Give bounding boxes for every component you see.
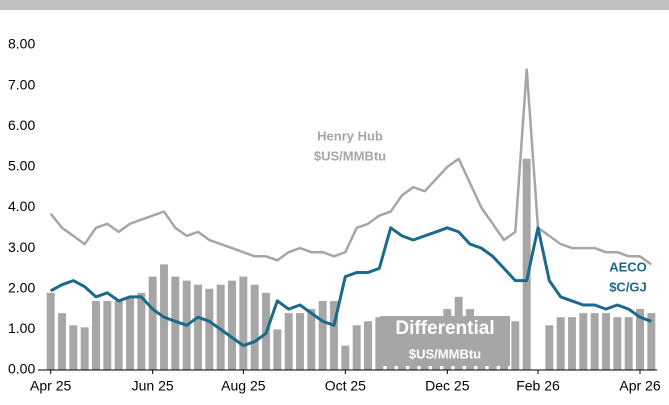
y-tick-label: 8.00	[8, 36, 35, 52]
bar	[171, 276, 180, 370]
bar	[624, 317, 633, 370]
x-tick-label: Feb 26	[516, 378, 560, 394]
bar	[636, 309, 644, 370]
bar	[137, 292, 146, 370]
bar	[545, 325, 554, 370]
annotation: $US/MMBtu	[409, 346, 481, 361]
bar	[364, 321, 372, 370]
annotation: $US/MMBtu	[314, 148, 386, 163]
bar	[556, 317, 565, 370]
line	[49, 68, 653, 266]
annotation: AECO	[609, 259, 647, 274]
bar	[80, 327, 89, 370]
bar	[341, 345, 350, 370]
x-tick-label: Jun 25	[132, 378, 174, 394]
x-tick-label: Apr 25	[30, 378, 71, 394]
bar	[352, 325, 361, 370]
top-band	[0, 0, 669, 10]
y-tick-label: 1.00	[8, 320, 35, 336]
bar	[58, 313, 66, 370]
bar	[228, 280, 236, 370]
bar	[92, 300, 100, 370]
bar	[114, 300, 123, 370]
annotation-bg	[380, 316, 510, 366]
line	[49, 226, 652, 348]
bar	[284, 313, 293, 370]
bar	[194, 284, 202, 370]
bar	[579, 313, 588, 370]
x-tick-label: Oct 25	[325, 378, 366, 394]
x-tick-label: Apr 26	[619, 378, 660, 394]
bar	[568, 317, 576, 370]
y-tick-label: 6.00	[8, 117, 35, 133]
y-tick-label: 5.00	[8, 158, 35, 174]
bar	[375, 317, 384, 370]
annotation: $C/GJ	[609, 279, 647, 294]
bar	[511, 321, 520, 370]
bar	[613, 317, 622, 370]
y-tick-label: 4.00	[8, 198, 35, 214]
bar	[296, 313, 304, 370]
y-tick-label: 0.00	[8, 361, 35, 377]
y-tick-label: 7.00	[8, 76, 35, 92]
x-tick-label: Aug 25	[221, 378, 266, 394]
bar	[239, 276, 248, 370]
bar	[46, 292, 55, 370]
bar	[273, 329, 282, 370]
bar	[69, 325, 78, 370]
bar	[590, 313, 599, 370]
bar	[250, 284, 259, 370]
bar	[647, 313, 656, 370]
y-tick-label: 2.00	[8, 279, 35, 295]
annotation: Differential	[395, 318, 494, 339]
annotation: Henry Hub	[317, 128, 383, 143]
bar	[148, 276, 157, 370]
bar	[318, 300, 327, 370]
bar	[602, 313, 610, 370]
bar	[205, 288, 214, 370]
bar	[330, 300, 338, 370]
y-tick-label: 3.00	[8, 239, 35, 255]
bar	[103, 300, 112, 370]
bar	[522, 158, 531, 370]
bar	[126, 296, 134, 370]
bar	[307, 309, 316, 370]
x-tick-label: Dec 25	[425, 378, 470, 394]
bar	[216, 284, 225, 370]
